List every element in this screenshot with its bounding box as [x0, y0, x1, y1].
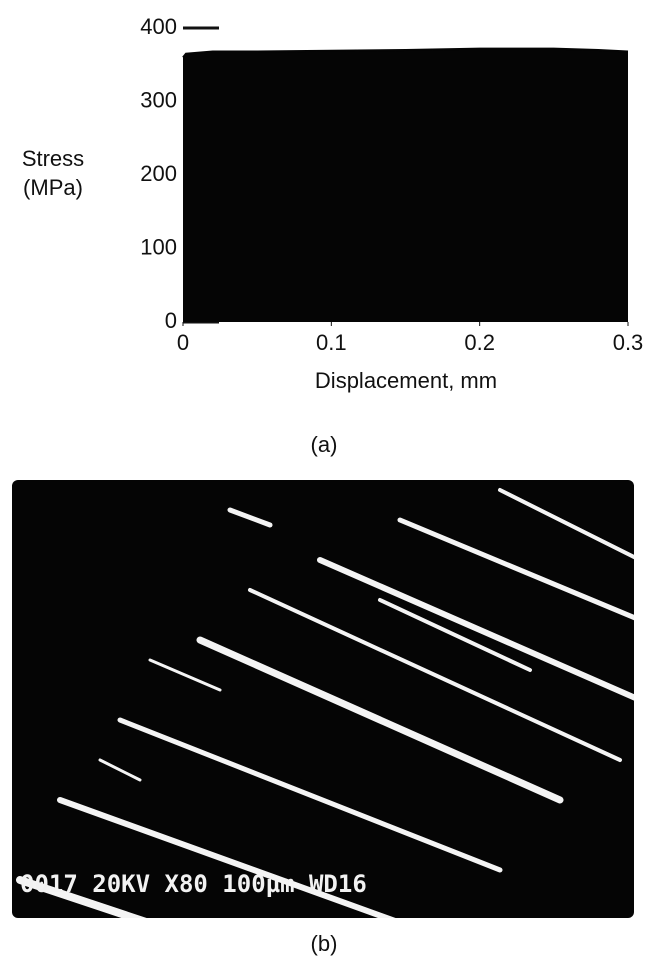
x-tick-label: 0.1: [316, 330, 347, 355]
y-tick-label: 100: [140, 234, 177, 259]
panel-label: (b): [311, 931, 338, 956]
micrograph: 0017 20KV X80 100µm WD16: [12, 480, 634, 918]
micrograph-caption: 0017 20KV X80 100µm WD16: [20, 870, 367, 898]
fiber-streaks: [16, 488, 634, 918]
y-tick-label: 200: [140, 161, 177, 186]
y-tick-label: 300: [140, 87, 177, 112]
y-tick-label: 400: [140, 14, 177, 39]
panel-label: (a): [311, 432, 338, 457]
area-fill: [183, 48, 628, 322]
area-line: [182, 47, 629, 59]
y-axis-label: Stress: [22, 146, 84, 171]
x-tick-label: 0.3: [613, 330, 644, 355]
y-tick-label: 0: [165, 308, 177, 333]
x-tick-label: 0: [177, 330, 189, 355]
micrograph-background: [12, 480, 634, 918]
x-tick-label: 0.2: [464, 330, 495, 355]
x-axis-label: Displacement, mm: [315, 368, 497, 393]
y-axis-label: (MPa): [23, 175, 83, 200]
